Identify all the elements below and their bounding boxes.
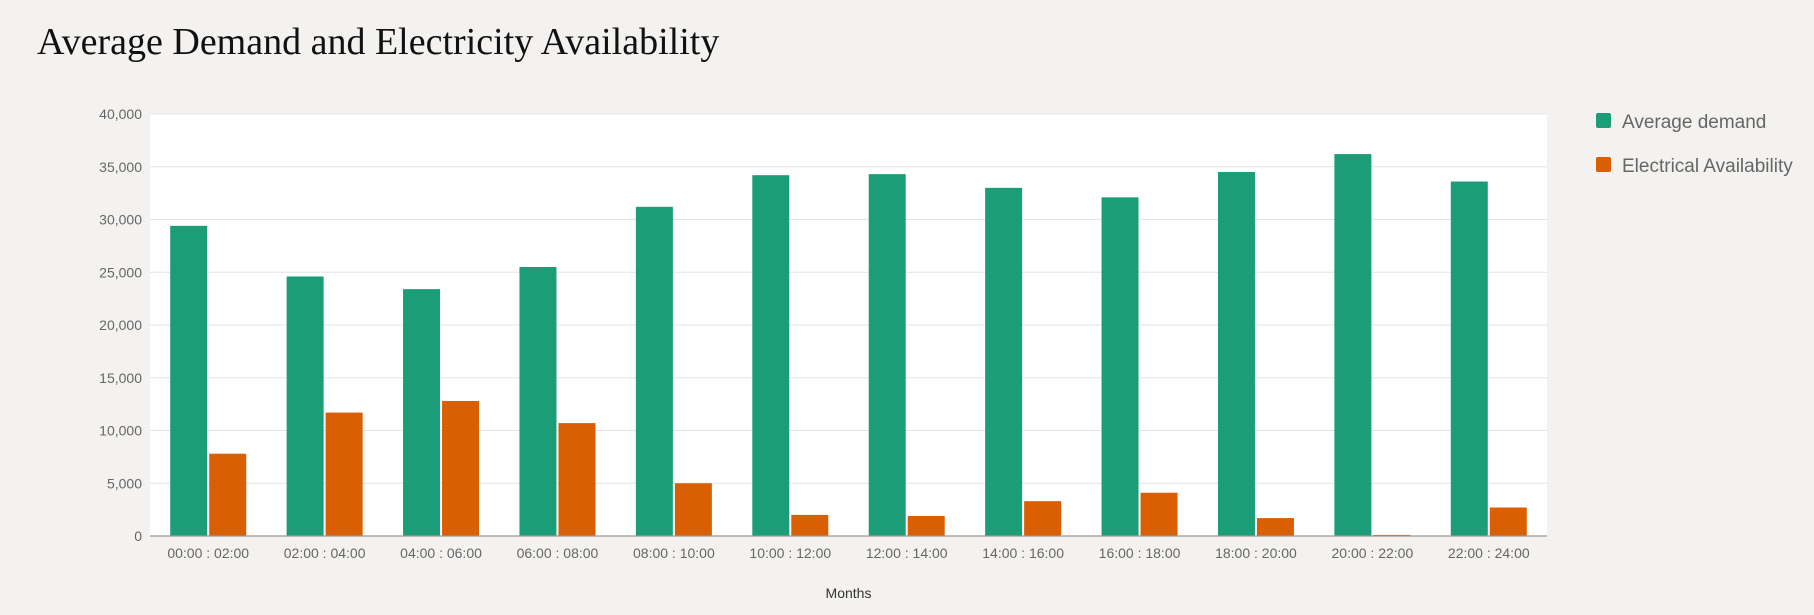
x-tick-label: 22:00 : 24:00 <box>1448 545 1530 561</box>
x-tick-label: 20:00 : 22:00 <box>1332 545 1414 561</box>
x-axis-label: Months <box>826 585 872 601</box>
bar-average-demand[interactable] <box>287 276 324 536</box>
bar-electrical-availability[interactable] <box>1024 501 1061 536</box>
y-tick-label: 35,000 <box>99 159 142 175</box>
x-tick-label: 10:00 : 12:00 <box>749 545 831 561</box>
bar-electrical-availability[interactable] <box>1490 508 1527 536</box>
x-tick-label: 12:00 : 14:00 <box>866 545 948 561</box>
bar-average-demand[interactable] <box>170 226 207 536</box>
y-axis-ticks: 0 5,000 10,000 15,000 20,000 25,000 30,000 35,0… <box>99 106 142 544</box>
legend-label-electrical-availability: Electrical Availability <box>1622 156 1793 178</box>
x-tick-label: 18:00 : 20:00 <box>1215 545 1297 561</box>
bar-average-demand[interactable] <box>1334 154 1371 536</box>
bar-electrical-availability[interactable] <box>675 483 712 536</box>
x-tick-label: 08:00 : 10:00 <box>633 545 715 561</box>
x-tick-label: 02:00 : 04:00 <box>284 545 366 561</box>
bar-electrical-availability[interactable] <box>908 516 945 536</box>
y-tick-label: 5,000 <box>107 475 142 491</box>
x-tick-label: 06:00 : 08:00 <box>517 545 599 561</box>
bar-electrical-availability[interactable] <box>791 515 828 536</box>
y-tick-label: 30,000 <box>99 212 142 228</box>
bar-electrical-availability[interactable] <box>442 401 479 536</box>
bar-electrical-availability[interactable] <box>326 413 363 536</box>
legend-swatch-average-demand <box>1596 113 1611 128</box>
bar-average-demand[interactable] <box>519 267 556 536</box>
x-tick-label: 00:00 : 02:00 <box>167 545 249 561</box>
bar-average-demand[interactable] <box>1451 182 1488 536</box>
bar-electrical-availability[interactable] <box>1257 518 1294 536</box>
y-tick-label: 15,000 <box>99 370 142 386</box>
bar-electrical-availability[interactable] <box>1141 493 1178 536</box>
bar-average-demand[interactable] <box>1218 172 1255 536</box>
bar-average-demand[interactable] <box>869 174 906 536</box>
bar-average-demand[interactable] <box>1102 197 1139 536</box>
legend-label-average-demand: Average demand <box>1622 112 1766 134</box>
x-tick-label: 04:00 : 06:00 <box>400 545 482 561</box>
x-tick-label: 16:00 : 18:00 <box>1099 545 1181 561</box>
y-tick-label: 40,000 <box>99 106 142 122</box>
bar-average-demand[interactable] <box>403 289 440 536</box>
bar-average-demand[interactable] <box>752 175 789 536</box>
bar-average-demand[interactable] <box>985 188 1022 536</box>
y-tick-label: 25,000 <box>99 264 142 280</box>
bar-average-demand[interactable] <box>636 207 673 536</box>
y-tick-label: 20,000 <box>99 317 142 333</box>
y-tick-label: 0 <box>134 528 142 544</box>
y-tick-label: 10,000 <box>99 423 142 439</box>
legend-swatch-electrical-availability <box>1596 157 1611 172</box>
x-tick-label: 14:00 : 16:00 <box>982 545 1064 561</box>
x-axis-ticks: 00:00 : 02:00 02:00 : 04:00 04:00 : 06:00 0… <box>167 545 1530 561</box>
bar-electrical-availability[interactable] <box>209 454 246 536</box>
bar-electrical-availability[interactable] <box>558 423 595 536</box>
